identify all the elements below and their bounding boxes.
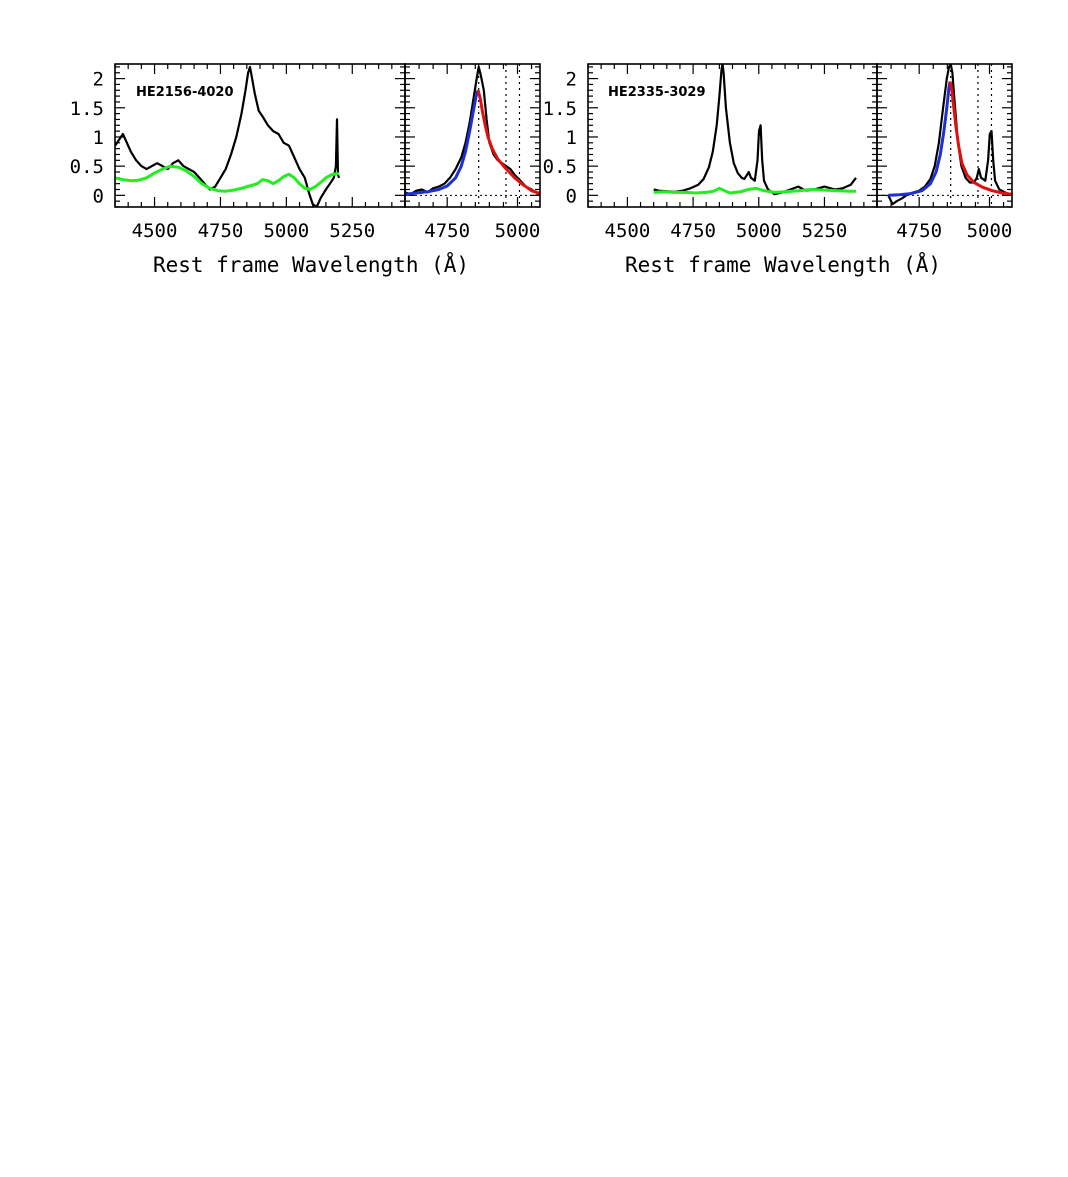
y-tick-label: 1	[93, 127, 104, 149]
x-axis-title-left: Rest frame Wavelength (Å)	[153, 251, 469, 277]
chart-he2156-4020-hbeta-fit: 4750 5000	[404, 63, 541, 242]
x-tick-label: 4750	[896, 220, 942, 242]
chart-he2156-4020-spectrum: 4500 4750 5000 5250 0 0.5 1 1.5 2	[70, 63, 406, 242]
series-line-0	[115, 65, 341, 207]
plot-frame	[876, 63, 1013, 208]
chart-he2335-3029-hbeta-fit: 4750 5000	[876, 63, 1013, 242]
series-line-1	[653, 186, 856, 195]
x-tick-label: 5000	[736, 220, 782, 242]
y-tick-label: 2	[566, 69, 577, 91]
y-tick-label: 1.5	[543, 98, 577, 120]
x-tick-label: 5000	[263, 220, 309, 242]
series-line-1	[888, 81, 952, 197]
series-group	[115, 65, 341, 207]
y-tick-label: 0.5	[70, 156, 104, 178]
series-line-0	[653, 64, 857, 196]
series-group	[405, 65, 540, 197]
plot-frame	[404, 63, 541, 208]
x-tick-label: 5000	[495, 220, 541, 242]
x-tick-label: 4750	[198, 220, 244, 242]
object-label-he2156-4020: HE2156-4020	[136, 85, 234, 100]
series-line-1	[405, 89, 480, 196]
y-tick-label: 2	[93, 69, 104, 91]
series-line-1	[115, 164, 340, 193]
series-line-0	[405, 65, 540, 197]
object-label-he2335-3029: HE2335-3029	[608, 85, 706, 100]
x-tick-label: 4750	[424, 220, 470, 242]
x-axis-title-right: Rest frame Wavelength (Å)	[625, 251, 941, 277]
x-tick-label: 5250	[802, 220, 848, 242]
x-tick-label: 4750	[670, 220, 716, 242]
series-group	[887, 64, 1012, 206]
chart-he2335-3029-spectrum: 4500 4750 5000 5250 0 0.5 1 1.5 2	[543, 63, 878, 242]
y-tick-label: 1	[566, 127, 577, 149]
series-line-2	[948, 81, 1012, 196]
x-tick-label: 4500	[605, 220, 651, 242]
y-tick-label: 0	[566, 185, 577, 207]
y-tick-label: 1.5	[70, 98, 104, 120]
y-tick-label: 0.5	[543, 156, 577, 178]
series-line-2	[476, 89, 540, 196]
x-tick-label: 5250	[329, 220, 375, 242]
x-tick-label: 4500	[132, 220, 178, 242]
y-tick-label: 0	[93, 185, 104, 207]
x-tick-label: 5000	[967, 220, 1013, 242]
series-group	[653, 64, 857, 196]
